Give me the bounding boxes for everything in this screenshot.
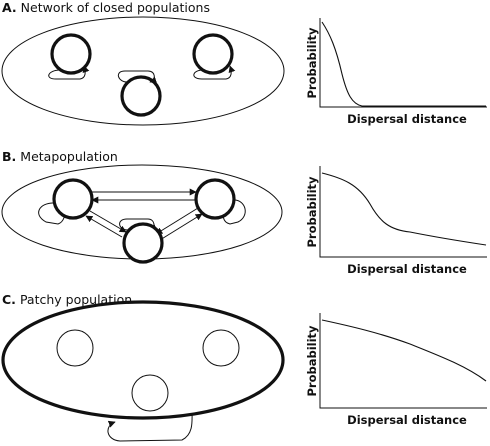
panel-a-population-left — [50, 33, 92, 75]
panel-c-self-loop — [107, 409, 193, 442]
panel-b-axes — [319, 166, 487, 258]
panel-b-letter: B. — [2, 149, 16, 164]
panel-c-letter: C. — [2, 292, 16, 307]
panel-c-patch-left — [56, 329, 94, 367]
panel-c-patch-center — [131, 374, 169, 412]
panel-b-chart: Probability Dispersal distance — [305, 166, 487, 276]
panel-a-dispersal-curve — [321, 21, 486, 107]
panel-a-landscape-ellipse — [1, 16, 285, 126]
panel-b-arrow-right-to-center — [155, 207, 199, 235]
panel-a-self-loop-center — [117, 70, 158, 84]
panel-a-xlabel: Dispersal distance — [347, 112, 467, 126]
panel-b-population-center — [122, 222, 164, 264]
panel-b-arrow-center-to-left — [85, 215, 123, 238]
panel-b-arrow-center-to-right — [159, 213, 203, 241]
panel-a-self-loop-right — [193, 65, 236, 80]
panel-a-letter: A. — [2, 0, 17, 15]
panel-a-self-loop-left — [48, 65, 90, 80]
panel-a-chart: Probability Dispersal distance — [305, 18, 487, 126]
panel-a-ylabel: Probability — [305, 27, 319, 99]
panel-c-chart: Probability Dispersal distance — [305, 313, 487, 427]
panel-c: C. Patchy population — [1, 292, 285, 442]
panel-c-axes — [319, 313, 487, 409]
panel-c-ylabel: Probability — [305, 325, 319, 397]
panel-a-axes — [319, 18, 487, 108]
panel-a-label: A. Network of closed populations — [2, 0, 210, 15]
panel-b-ylabel: Probability — [305, 176, 319, 248]
panel-c-landscape-ellipse — [1, 300, 285, 420]
panel-b: B. Metapopulation — [1, 149, 283, 264]
panel-b-xlabel: Dispersal distance — [347, 262, 467, 276]
panel-a-population-center — [120, 75, 162, 117]
panel-b-population-left — [52, 178, 94, 220]
panel-a-population-right — [192, 33, 234, 75]
panel-c-dispersal-curve — [321, 319, 487, 382]
panel-b-population-right — [194, 178, 236, 220]
panel-b-label: B. Metapopulation — [2, 149, 118, 164]
panel-b-title: Metapopulation — [20, 149, 118, 164]
panel-a-title: Network of closed populations — [21, 0, 210, 15]
panel-c-patch-right — [202, 329, 240, 367]
panel-b-dispersal-curve — [321, 172, 487, 246]
panel-a: A. Network of closed populations — [1, 0, 285, 126]
panel-b-arrow-left-to-center — [89, 210, 127, 233]
panel-c-xlabel: Dispersal distance — [347, 413, 467, 427]
